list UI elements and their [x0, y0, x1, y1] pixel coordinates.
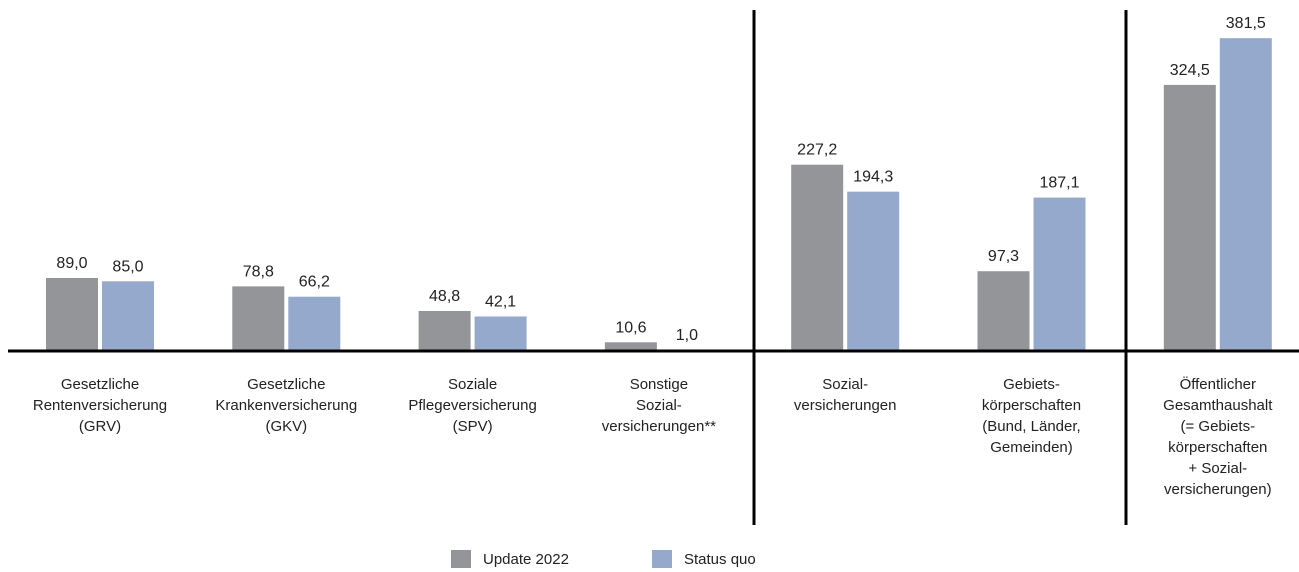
- x-tick-label: Öffentlicher Gesamthaushalt (= Gebiets- …: [1163, 376, 1273, 498]
- value-label: 381,5: [1226, 15, 1266, 32]
- bar: [102, 281, 154, 351]
- bar: [418, 310, 471, 351]
- x-tick-label: Gesetzliche Krankenversicherung (GKV): [215, 376, 358, 435]
- value-label: 78,8: [243, 263, 274, 280]
- bar: [847, 191, 900, 351]
- bar: [1163, 84, 1216, 351]
- value-label: 97,3: [988, 248, 1019, 265]
- value-label: 1,0: [676, 327, 698, 344]
- bar: [288, 296, 341, 351]
- bar: [791, 164, 844, 351]
- legend-label: Status quo: [684, 551, 756, 568]
- value-label: 89,0: [56, 255, 87, 272]
- value-label: 194,3: [853, 169, 893, 186]
- value-label: 48,8: [429, 288, 460, 305]
- x-tick-label: Gesetzliche Rentenversicherung (GRV): [32, 376, 168, 435]
- bar: [977, 271, 1030, 351]
- x-tick-label: Sonstige Sozial- versicherungen**: [601, 376, 717, 435]
- x-tick-label: Sozial- versicherungen: [793, 376, 897, 414]
- bar: [604, 342, 657, 351]
- value-label: 85,0: [112, 258, 143, 275]
- legend-label: Update 2022: [483, 551, 569, 568]
- bar: [1033, 197, 1086, 351]
- bar: [46, 278, 98, 351]
- bar: [232, 286, 285, 351]
- bar: [474, 316, 527, 351]
- value-label: 227,2: [797, 142, 837, 159]
- legend-swatch: [652, 550, 672, 568]
- x-tick-label: Soziale Pflegeversicherung (SPV): [408, 376, 537, 435]
- value-label: 324,5: [1170, 62, 1210, 79]
- value-label: 42,1: [485, 293, 516, 310]
- bar: [1219, 38, 1272, 352]
- legend-swatch: [451, 550, 471, 568]
- value-label: 187,1: [1039, 175, 1079, 192]
- value-label: 66,2: [299, 274, 330, 291]
- x-tick-label: Gebiets- körperschaften (Bund, Länder, G…: [981, 376, 1082, 456]
- value-label: 10,6: [615, 319, 646, 336]
